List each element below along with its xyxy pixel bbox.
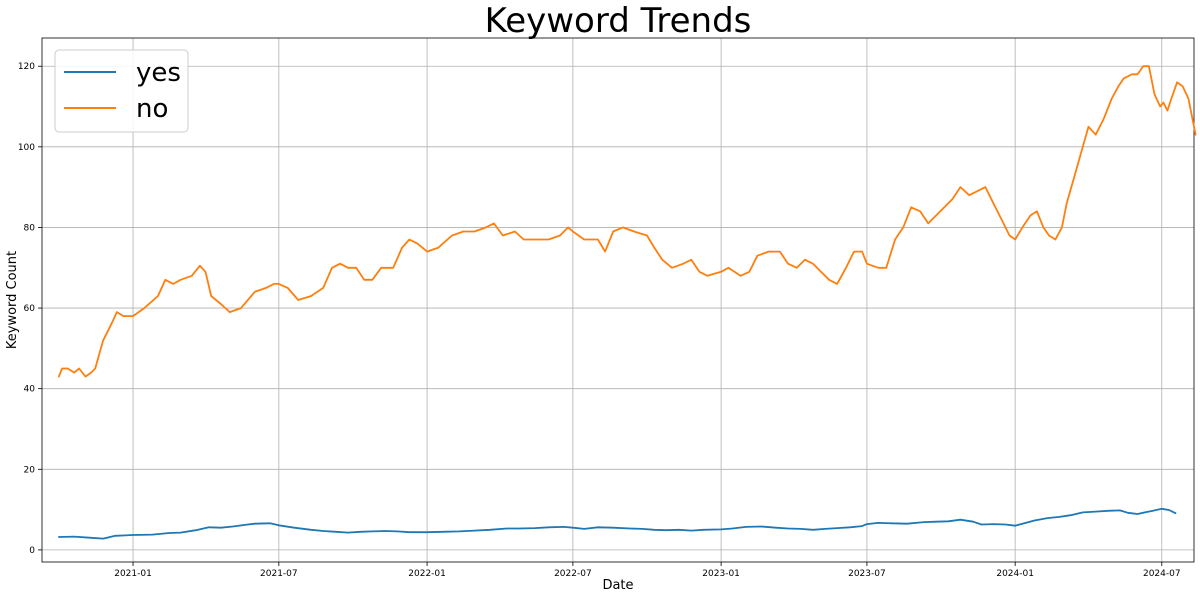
axis-ticks: 2021-01 2021-07 2022-01 2022-07 2023-01 2023-… — [18, 62, 1181, 579]
legend: yes no — [54, 49, 189, 133]
chart-title: Keyword Trends — [485, 1, 752, 41]
x-tick-label: 2021-01 — [114, 569, 152, 579]
x-tick-label: 2023-01 — [702, 569, 740, 579]
x-tick-label: 2022-01 — [408, 569, 446, 579]
y-tick-label: 0 — [29, 546, 35, 556]
x-tick-label: 2021-07 — [260, 569, 298, 579]
y-tick-label: 100 — [18, 143, 35, 153]
x-tick-label: 2024-01 — [996, 569, 1034, 579]
legend-label-yes: yes — [136, 58, 181, 88]
x-axis-label: Date — [602, 578, 633, 593]
y-tick-label: 120 — [18, 62, 35, 72]
x-tick-label: 2023-07 — [848, 569, 886, 579]
x-tick-label: 2024-07 — [1143, 569, 1181, 579]
grid-lines — [42, 38, 1194, 562]
y-tick-label: 80 — [24, 223, 36, 233]
series-line-yes — [58, 507, 1177, 540]
series-line-no — [58, 65, 1197, 378]
y-tick-label: 40 — [24, 385, 36, 395]
series-group — [58, 65, 1197, 540]
y-tick-label: 60 — [24, 304, 36, 314]
plot-frame — [41, 37, 1195, 563]
legend-label-no: no — [136, 94, 168, 124]
legend-box — [54, 49, 189, 133]
x-tick-label: 2022-07 — [554, 569, 592, 579]
y-tick-label: 20 — [24, 465, 36, 475]
y-axis-label: Keyword Count — [5, 251, 20, 349]
